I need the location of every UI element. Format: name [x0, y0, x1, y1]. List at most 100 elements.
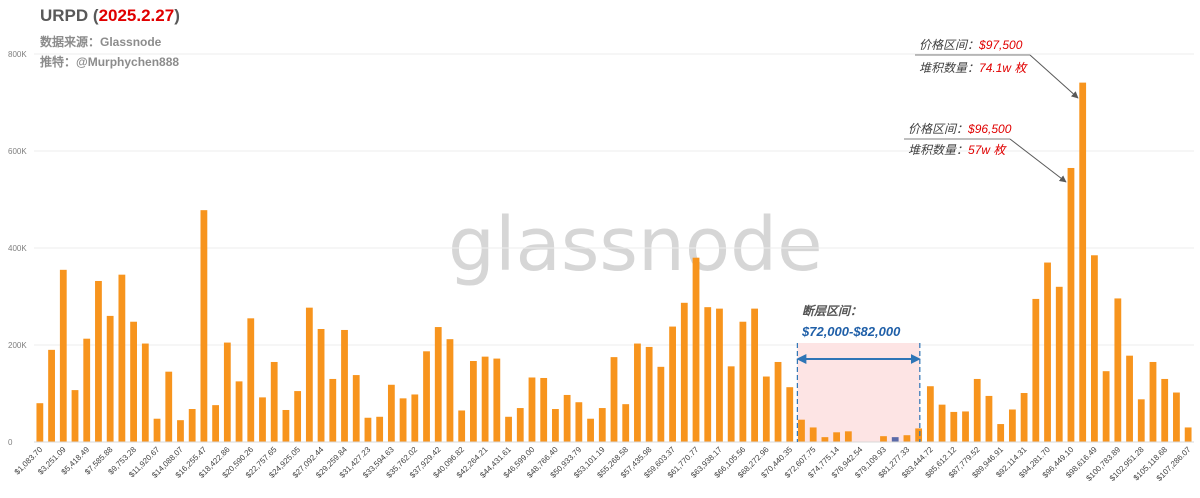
- bar: [317, 328, 325, 442]
- bar: [1161, 378, 1169, 442]
- bar: [762, 376, 770, 442]
- bar: [247, 318, 255, 442]
- bar: [352, 375, 360, 442]
- bar: [844, 431, 852, 442]
- bar: [587, 418, 594, 442]
- bar: [680, 302, 688, 442]
- bar: [891, 437, 899, 442]
- bar: [458, 410, 466, 442]
- bar: [1032, 298, 1040, 442]
- bar: [716, 308, 723, 442]
- bar: [1137, 399, 1145, 442]
- bar: [598, 408, 606, 442]
- bar: [938, 404, 946, 442]
- twitter-handle: 推特：@Murphychen888: [40, 55, 180, 69]
- annotation-mid: 价格区间：$96,500 堆积数量：57w 枚: [904, 122, 1067, 183]
- bar: [188, 409, 196, 442]
- y-tick-label: 200K: [8, 341, 27, 350]
- bar: [399, 398, 407, 442]
- bar: [83, 338, 91, 442]
- y-tick-label: 0: [8, 438, 13, 447]
- bar: [809, 427, 817, 442]
- bar: [411, 394, 419, 442]
- bar: [1149, 361, 1157, 442]
- bar: [622, 404, 630, 442]
- annotation-top-price-label: 价格区间：: [919, 38, 979, 52]
- data-source: 数据来源：Glassnode: [40, 35, 162, 49]
- annotation-top-amount-label: 堆积数量：: [919, 61, 979, 75]
- annotation-mid-amount-label: 堆积数量：: [908, 143, 968, 157]
- bar: [36, 403, 44, 442]
- bar: [1044, 262, 1051, 442]
- bar: [1055, 286, 1063, 442]
- gap-range: $72,000-$82,000: [801, 324, 901, 339]
- svg-text:堆积数量：57w 枚: 堆积数量：57w 枚: [908, 143, 1007, 157]
- bar: [235, 381, 243, 442]
- bar: [165, 371, 173, 442]
- annotation-top: 价格区间：$97,500 堆积数量：74.1w 枚: [915, 38, 1079, 99]
- y-tick-label: 400K: [8, 244, 27, 253]
- bar: [259, 397, 266, 442]
- annotation-mid-price-label: 价格区间：: [908, 122, 968, 136]
- bar: [1079, 82, 1087, 443]
- bar: [962, 411, 969, 442]
- bar: [212, 405, 220, 442]
- bar: [200, 210, 208, 442]
- bar: [270, 361, 278, 442]
- bar: [1173, 392, 1180, 442]
- bar: [727, 366, 735, 442]
- bar: [774, 361, 782, 442]
- bar: [985, 395, 993, 442]
- bar: [1091, 255, 1098, 442]
- bar: [376, 416, 384, 442]
- bar: [387, 384, 395, 442]
- bar: [118, 274, 126, 442]
- bar: [634, 343, 641, 442]
- y-tick-label: 600K: [8, 147, 27, 156]
- bar: [130, 321, 137, 442]
- bar: [950, 411, 958, 442]
- bar: [821, 437, 829, 442]
- bar: [446, 339, 454, 442]
- bar: [997, 424, 1005, 442]
- bar: [704, 307, 712, 442]
- bar: [610, 357, 618, 442]
- y-axis: 0 200K 400K 600K 800K: [8, 50, 27, 447]
- bar: [1102, 371, 1110, 442]
- bar: [516, 408, 524, 442]
- bar: [903, 435, 911, 442]
- bar: [739, 321, 747, 442]
- y-tick-label: 800K: [8, 50, 27, 59]
- bar: [364, 417, 372, 442]
- svg-text:堆积数量：74.1w 枚: 堆积数量：74.1w 枚: [919, 61, 1028, 75]
- bar: [540, 377, 548, 442]
- bar: [469, 361, 477, 442]
- bar: [177, 420, 184, 442]
- bar: [505, 416, 512, 442]
- watermark: glassnode: [448, 202, 823, 288]
- bar: [71, 390, 79, 442]
- bar: [59, 269, 67, 442]
- bars: [36, 82, 1192, 443]
- bar: [1067, 167, 1075, 442]
- annotation-mid-arrow: [1009, 138, 1067, 183]
- bar: [434, 327, 442, 442]
- title-suffix: ): [174, 6, 180, 25]
- bar: [1126, 355, 1133, 442]
- annotation-top-price-value: $97,500: [978, 38, 1023, 52]
- bar: [329, 378, 337, 442]
- bar: [669, 326, 676, 442]
- bar: [552, 409, 559, 442]
- bar: [95, 280, 102, 442]
- bar: [798, 419, 805, 442]
- bar: [880, 436, 887, 442]
- bar: [833, 432, 841, 442]
- bar: [1020, 393, 1028, 442]
- bar: [493, 358, 501, 442]
- bar: [223, 342, 231, 442]
- bar: [481, 356, 489, 442]
- annotation-top-arrow: [1029, 54, 1079, 99]
- svg-text:价格区间：$97,500: 价格区间：$97,500: [919, 38, 1023, 52]
- bar: [915, 428, 923, 442]
